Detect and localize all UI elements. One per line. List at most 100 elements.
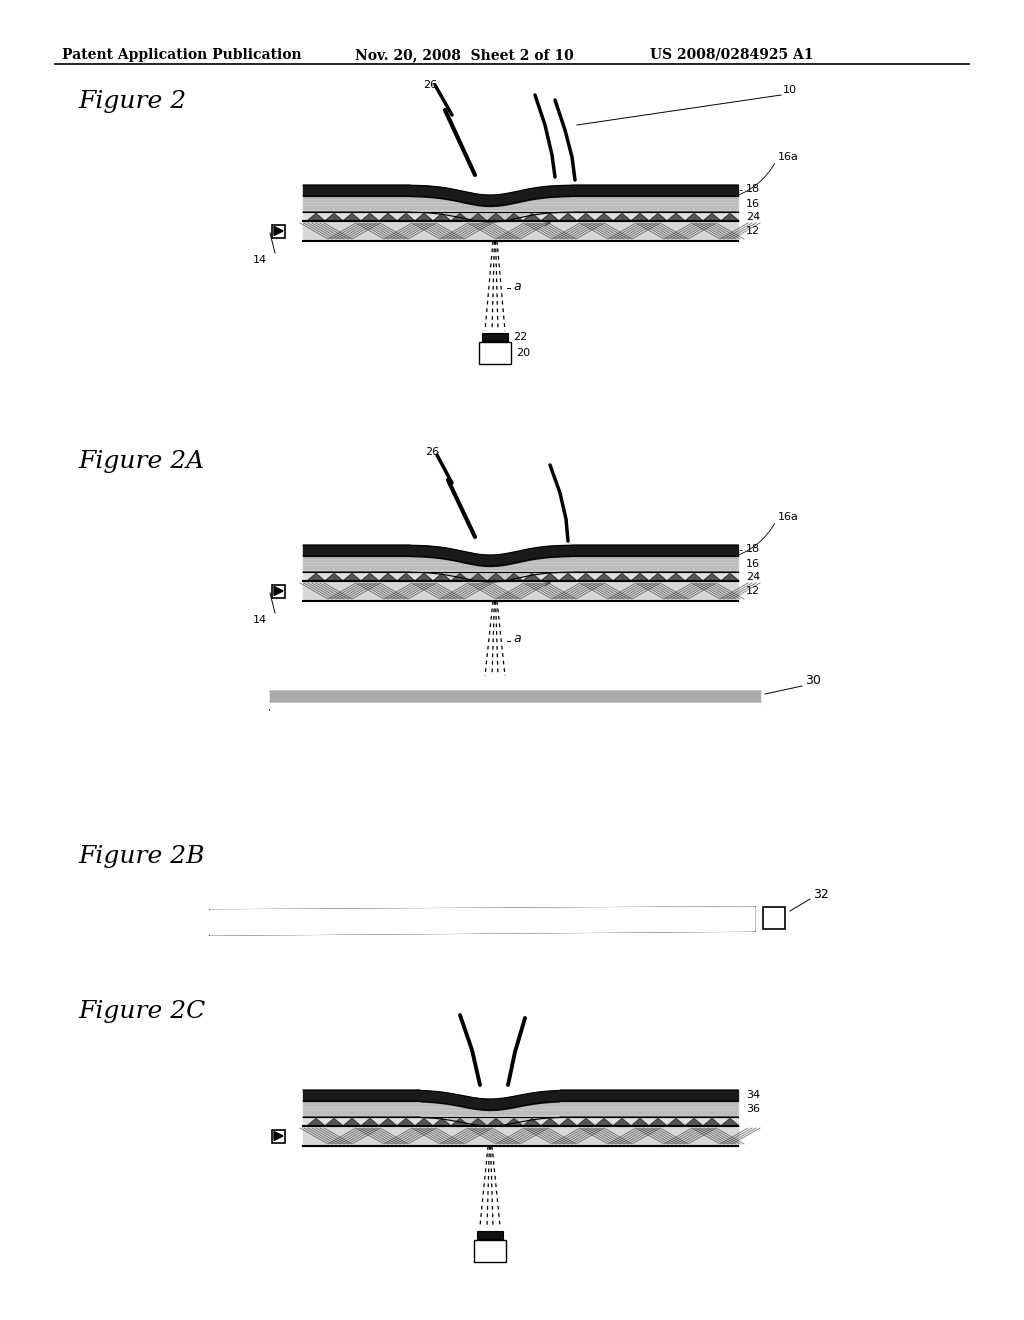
- Polygon shape: [361, 573, 379, 581]
- Bar: [272, 1130, 285, 1143]
- Polygon shape: [667, 1118, 685, 1126]
- Bar: [482, 333, 508, 341]
- Polygon shape: [523, 573, 541, 581]
- Polygon shape: [649, 1118, 667, 1126]
- Polygon shape: [667, 214, 685, 220]
- Text: 16: 16: [746, 558, 760, 569]
- Polygon shape: [274, 586, 283, 595]
- Text: Figure 2: Figure 2: [78, 90, 186, 114]
- Text: 20: 20: [516, 348, 530, 358]
- Polygon shape: [451, 214, 469, 220]
- Text: Figure 2A: Figure 2A: [78, 450, 204, 473]
- Polygon shape: [559, 573, 577, 581]
- Polygon shape: [505, 1118, 523, 1126]
- Polygon shape: [631, 573, 649, 581]
- Text: 24: 24: [746, 572, 760, 582]
- Bar: [272, 585, 285, 598]
- Polygon shape: [649, 573, 667, 581]
- Polygon shape: [343, 573, 361, 581]
- Text: Figure 2B: Figure 2B: [78, 845, 205, 869]
- Polygon shape: [325, 214, 343, 220]
- Polygon shape: [303, 572, 738, 581]
- Polygon shape: [721, 1118, 739, 1126]
- Polygon shape: [415, 573, 433, 581]
- Polygon shape: [274, 227, 283, 235]
- Text: a: a: [513, 280, 520, 293]
- Polygon shape: [397, 1118, 415, 1126]
- Polygon shape: [325, 573, 343, 581]
- Polygon shape: [721, 214, 739, 220]
- Polygon shape: [613, 214, 631, 220]
- Polygon shape: [469, 1118, 487, 1126]
- Polygon shape: [541, 573, 559, 581]
- Polygon shape: [703, 214, 721, 220]
- Polygon shape: [559, 1118, 577, 1126]
- Polygon shape: [613, 1118, 631, 1126]
- Polygon shape: [505, 573, 523, 581]
- Polygon shape: [379, 214, 397, 220]
- Polygon shape: [307, 573, 325, 581]
- Polygon shape: [469, 214, 487, 220]
- Polygon shape: [379, 1118, 397, 1126]
- Text: 18: 18: [746, 183, 760, 194]
- Text: 10: 10: [783, 84, 797, 95]
- Polygon shape: [361, 1118, 379, 1126]
- Polygon shape: [721, 573, 739, 581]
- Polygon shape: [541, 1118, 559, 1126]
- Polygon shape: [397, 573, 415, 581]
- Polygon shape: [307, 214, 325, 220]
- Polygon shape: [487, 214, 505, 220]
- Polygon shape: [379, 573, 397, 581]
- Polygon shape: [703, 1118, 721, 1126]
- Polygon shape: [433, 573, 451, 581]
- Polygon shape: [303, 220, 738, 242]
- Polygon shape: [487, 573, 505, 581]
- Polygon shape: [325, 1118, 343, 1126]
- Polygon shape: [523, 1118, 541, 1126]
- Text: 16a: 16a: [778, 152, 799, 162]
- Polygon shape: [685, 1118, 703, 1126]
- Polygon shape: [210, 907, 755, 935]
- Polygon shape: [303, 213, 738, 220]
- Polygon shape: [343, 1118, 361, 1126]
- Text: Figure 2C: Figure 2C: [78, 1001, 205, 1023]
- Text: 14: 14: [253, 615, 267, 624]
- Polygon shape: [577, 1118, 595, 1126]
- Polygon shape: [451, 573, 469, 581]
- Polygon shape: [270, 690, 760, 701]
- Polygon shape: [559, 214, 577, 220]
- Polygon shape: [541, 214, 559, 220]
- Polygon shape: [577, 573, 595, 581]
- Polygon shape: [451, 1118, 469, 1126]
- Polygon shape: [595, 1118, 613, 1126]
- Bar: [479, 342, 511, 364]
- Polygon shape: [613, 573, 631, 581]
- Polygon shape: [577, 214, 595, 220]
- Polygon shape: [303, 1117, 738, 1126]
- Text: 22: 22: [513, 333, 527, 342]
- Polygon shape: [307, 1118, 325, 1126]
- Text: Patent Application Publication: Patent Application Publication: [62, 48, 302, 62]
- Polygon shape: [667, 573, 685, 581]
- Polygon shape: [433, 1118, 451, 1126]
- Polygon shape: [397, 214, 415, 220]
- Text: 30: 30: [805, 675, 821, 688]
- Text: 24: 24: [746, 211, 760, 222]
- Polygon shape: [505, 214, 523, 220]
- Bar: [763, 907, 785, 929]
- Polygon shape: [685, 573, 703, 581]
- Text: 12: 12: [746, 226, 760, 236]
- Polygon shape: [523, 214, 541, 220]
- Text: US 2008/0284925 A1: US 2008/0284925 A1: [650, 48, 813, 62]
- Polygon shape: [303, 581, 738, 601]
- Text: Nov. 20, 2008  Sheet 2 of 10: Nov. 20, 2008 Sheet 2 of 10: [355, 48, 573, 62]
- Text: 12: 12: [746, 586, 760, 597]
- Text: 26: 26: [425, 447, 439, 457]
- Polygon shape: [270, 704, 760, 710]
- Polygon shape: [595, 573, 613, 581]
- Polygon shape: [487, 1118, 505, 1126]
- Text: 26: 26: [423, 81, 437, 90]
- Polygon shape: [433, 214, 451, 220]
- Bar: [272, 224, 285, 238]
- Text: a: a: [513, 632, 520, 645]
